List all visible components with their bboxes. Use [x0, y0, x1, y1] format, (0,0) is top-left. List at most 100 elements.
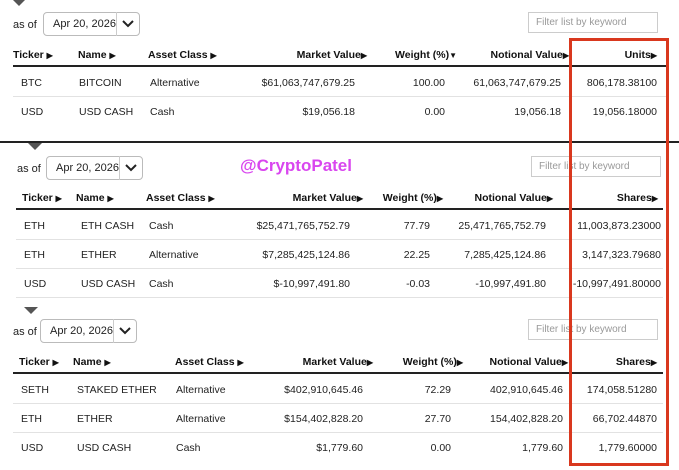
cell-market-value: $7,285,425,124.86 — [262, 249, 350, 261]
header-weight[interactable]: Weight (%)▶ — [402, 356, 463, 368]
cell-name: ETHER — [81, 249, 117, 261]
header-units[interactable]: Units▶ — [624, 49, 657, 61]
table-row: ETH ETHER Alternative $154,402,828.20 27… — [13, 404, 663, 433]
header-market-value[interactable]: Market Value▶ — [296, 49, 367, 61]
table-row: USD USD CASH Cash $19,056.18 0.00 19,056… — [13, 97, 667, 126]
divider — [116, 12, 117, 36]
header-asset-class[interactable]: Asset Class ▶ — [146, 192, 215, 204]
chevron-down-icon[interactable] — [120, 156, 142, 180]
cell-notional-value: 402,910,645.46 — [490, 384, 563, 396]
cell-asset-class: Alternative — [176, 413, 226, 425]
cell-market-value: $25,471,765,752.79 — [256, 220, 350, 232]
cell-ticker: USD — [21, 442, 44, 454]
cell-ticker: BTC — [21, 77, 42, 89]
cell-shares: 66,702.44870 — [592, 413, 657, 425]
cell-notional-value: -10,997,491.80 — [475, 278, 546, 290]
header-ticker[interactable]: Ticker ▶ — [19, 356, 59, 368]
date-select[interactable]: Apr 20, 2026 — [46, 156, 143, 180]
collapse-caret-icon[interactable] — [24, 307, 38, 314]
header-market-value[interactable]: Market Value▶ — [302, 356, 373, 368]
header-shares[interactable]: Shares▶ — [615, 356, 657, 368]
header-asset-class[interactable]: Asset Class ▶ — [175, 356, 244, 368]
cell-ticker: ETH — [24, 220, 45, 232]
header-asset-class[interactable]: Asset Class ▶ — [148, 49, 217, 61]
cell-name: ETHER — [77, 413, 113, 425]
cell-weight: 27.70 — [424, 413, 451, 425]
cell-weight: 100.00 — [412, 77, 445, 89]
asof-bar: as of Apr 20, 2026 Filter list by keywor… — [0, 319, 679, 347]
cell-market-value: $61,063,747,679.25 — [261, 77, 355, 89]
table-row: USD USD CASH Cash $-10,997,491.80 -0.03 … — [16, 269, 663, 298]
cell-notional-value: 1,779.60 — [522, 442, 563, 454]
cell-notional-value: 154,402,828.20 — [490, 413, 563, 425]
header-weight[interactable]: Weight (%)▶ — [382, 192, 443, 204]
header-notional-value[interactable]: Notional Value▶ — [474, 192, 553, 204]
table-row: SETH STAKED ETHER Alternative $402,910,6… — [13, 375, 663, 404]
cell-market-value: $1,779.60 — [316, 442, 363, 454]
cell-shares: -10,997,491.80000 — [572, 278, 661, 290]
asof-label: as of — [13, 19, 37, 31]
cell-units: 19,056.18000 — [592, 106, 657, 118]
header-shares[interactable]: Shares▶ — [616, 192, 658, 204]
cell-weight: -0.03 — [406, 278, 430, 290]
header-name[interactable]: Name ▶ — [76, 192, 114, 204]
header-notional-value[interactable]: Notional Value▶ — [489, 356, 568, 368]
cell-weight: 0.00 — [430, 442, 451, 454]
cell-asset-class: Alternative — [176, 384, 226, 396]
table-row: USD USD CASH Cash $1,779.60 0.00 1,779.6… — [13, 433, 663, 462]
table-row: BTC BITCOIN Alternative $61,063,747,679.… — [13, 68, 667, 97]
table-row: ETH ETH CASH Cash $25,471,765,752.79 77.… — [16, 211, 663, 240]
cell-ticker: ETH — [24, 249, 45, 261]
chevron-down-icon[interactable] — [117, 12, 139, 36]
cell-name: STAKED ETHER — [77, 384, 157, 396]
cell-notional-value: 19,056.18 — [514, 106, 561, 118]
header-notional-value[interactable]: Notional Value▶ — [490, 49, 569, 61]
cell-name: USD CASH — [79, 106, 134, 118]
header-market-value[interactable]: Market Value▶ — [292, 192, 363, 204]
cell-notional-value: 25,471,765,752.79 — [458, 220, 546, 232]
cell-asset-class: Cash — [150, 106, 175, 118]
header-ticker[interactable]: Ticker ▶ — [22, 192, 62, 204]
cell-weight: 77.79 — [403, 220, 430, 232]
table-header: Ticker ▶ Name ▶ Asset Class ▶ Market Val… — [13, 45, 667, 67]
cell-notional-value: 7,285,425,124.86 — [464, 249, 546, 261]
cell-shares: 11,003,873.23000 — [577, 220, 661, 232]
cell-weight: 72.29 — [424, 384, 451, 396]
cell-market-value: $154,402,828.20 — [284, 413, 363, 425]
filter-input[interactable]: Filter list by keyword — [528, 319, 658, 340]
cell-shares: 174,058.51280 — [586, 384, 657, 396]
cell-market-value: $-10,997,491.80 — [273, 278, 350, 290]
highlight-box — [569, 38, 669, 466]
cell-shares: 1,779.60000 — [598, 442, 657, 454]
asof-bar: as of Apr 20, 2026 Filter list by keywor… — [0, 12, 679, 40]
cell-market-value: $402,910,645.46 — [284, 384, 363, 396]
section-divider — [0, 141, 679, 143]
table-row: ETH ETHER Alternative $7,285,425,124.86 … — [16, 240, 663, 269]
chevron-down-icon[interactable] — [114, 319, 136, 343]
asof-bar: as of Apr 20, 2026 Filter list by keywor… — [0, 156, 679, 184]
header-name[interactable]: Name ▶ — [73, 356, 111, 368]
divider — [119, 156, 120, 180]
divider — [113, 319, 114, 343]
cell-weight: 0.00 — [424, 106, 445, 118]
collapse-caret-icon[interactable] — [12, 0, 26, 6]
date-value: Apr 20, 2026 — [56, 162, 119, 174]
collapse-caret-icon[interactable] — [28, 143, 42, 150]
date-select[interactable]: Apr 20, 2026 — [43, 12, 140, 36]
header-weight[interactable]: Weight (%)▼ — [395, 49, 457, 61]
cell-ticker: USD — [24, 278, 47, 290]
cell-asset-class: Alternative — [150, 77, 200, 89]
cell-market-value: $19,056.18 — [302, 106, 355, 118]
cell-name: USD CASH — [81, 278, 136, 290]
date-select[interactable]: Apr 20, 2026 — [40, 319, 137, 343]
header-ticker[interactable]: Ticker ▶ — [13, 49, 53, 61]
filter-input[interactable]: Filter list by keyword — [531, 156, 661, 177]
cell-ticker: ETH — [21, 413, 42, 425]
cell-ticker: USD — [21, 106, 44, 118]
asof-label: as of — [13, 326, 37, 338]
cell-notional-value: 61,063,747,679.25 — [473, 77, 561, 89]
table-header: Ticker ▶ Name ▶ Asset Class ▶ Market Val… — [16, 188, 663, 210]
date-value: Apr 20, 2026 — [53, 18, 116, 30]
header-name[interactable]: Name ▶ — [78, 49, 116, 61]
filter-input[interactable]: Filter list by keyword — [528, 12, 658, 33]
